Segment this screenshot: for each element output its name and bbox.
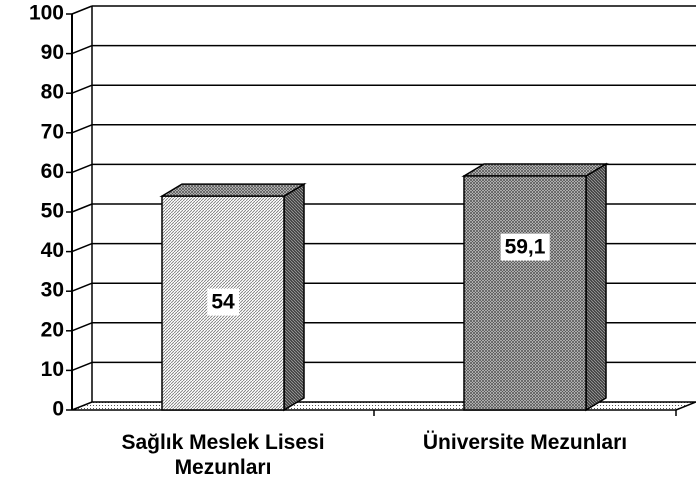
y-tick-label: 40 bbox=[41, 239, 64, 262]
value-label: 59,1 bbox=[505, 236, 546, 259]
y-tick-label: 70 bbox=[41, 120, 64, 143]
y-tick-label: 30 bbox=[41, 279, 64, 302]
grid-line bbox=[71, 203, 93, 213]
grid-line bbox=[71, 163, 93, 174]
y-tick-label: 90 bbox=[41, 41, 64, 64]
value-label-bg bbox=[207, 288, 239, 316]
y-tick-label: 0 bbox=[52, 398, 64, 421]
grid-line bbox=[71, 242, 93, 253]
y-tick-label: 50 bbox=[41, 200, 64, 223]
x-tick-label: Sağlık Meslek Lisesi Mezunları bbox=[121, 431, 324, 479]
y-tick-label: 100 bbox=[29, 2, 64, 25]
grid-line bbox=[71, 124, 93, 134]
bar-top bbox=[461, 163, 609, 177]
grid-line bbox=[71, 282, 93, 292]
value-label: 54 bbox=[211, 291, 235, 314]
grid-line bbox=[71, 361, 93, 372]
y-tick-label: 60 bbox=[41, 160, 64, 183]
bar bbox=[161, 195, 285, 411]
value-label-bg bbox=[500, 233, 550, 261]
bar-side bbox=[283, 182, 305, 412]
grid-line bbox=[71, 5, 93, 15]
grid-line bbox=[71, 322, 93, 332]
bar-top bbox=[159, 183, 307, 197]
y-tick-label: 20 bbox=[41, 318, 64, 341]
bar-side bbox=[585, 162, 607, 412]
y-tick-label: 10 bbox=[41, 358, 64, 381]
y-tick-label: 80 bbox=[41, 81, 64, 104]
bar bbox=[463, 175, 587, 411]
grid-line bbox=[71, 84, 93, 94]
x-tick-label: Üniversite Mezunları bbox=[423, 431, 627, 454]
grid-line bbox=[71, 44, 93, 55]
